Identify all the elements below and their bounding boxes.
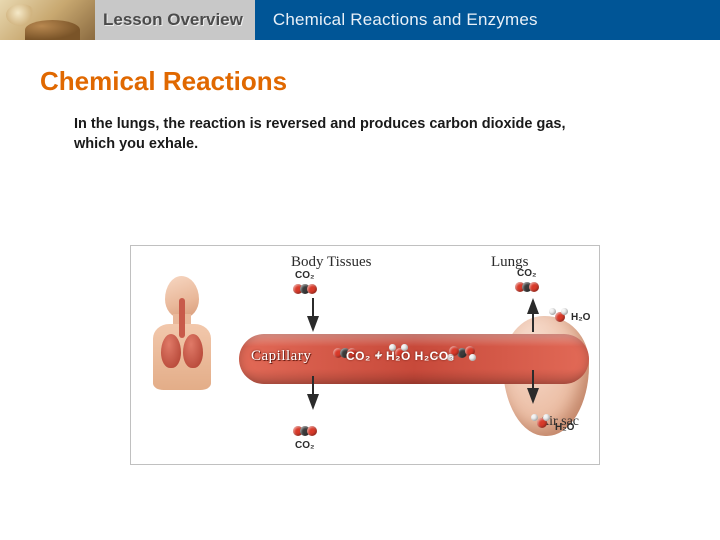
anatomy-trachea	[179, 298, 185, 338]
molecule-co2-tissue-bottom	[293, 422, 317, 440]
section-title: Chemical Reactions	[40, 66, 680, 97]
molecule-co2-tissue-top	[293, 280, 317, 298]
lesson-overview-label: Lesson Overview	[95, 0, 255, 40]
arrow-up-icon	[527, 298, 539, 314]
section-body: In the lungs, the reaction is reversed a…	[40, 115, 600, 154]
figure-heading-tissues: Body Tissues	[291, 254, 371, 271]
label-h2o-lungs: H₂O	[571, 312, 590, 323]
molecule-h2o-lungs	[549, 308, 573, 326]
anatomy-lung-left	[161, 334, 181, 368]
label-h2o-airsac: H₂O	[555, 422, 574, 433]
slide-header: Lesson Overview Chemical Reactions and E…	[0, 0, 720, 40]
anatomy-lung-right	[183, 334, 203, 368]
molecule-co2-lungs-top	[515, 278, 539, 296]
unit-title: Chemical Reactions and Enzymes	[273, 10, 538, 30]
label-co2-bottom: CO₂	[295, 440, 314, 451]
molecule-h2o-airsac	[531, 414, 555, 432]
equation-text: CO₂ + H₂O H₂CO₃	[346, 349, 455, 363]
arrow-up-icon	[307, 394, 319, 410]
anatomy-illustration	[143, 276, 223, 396]
unit-title-bar: Chemical Reactions and Enzymes	[255, 0, 720, 40]
reaction-figure: Body Tissues Lungs Air sac Capillary + →…	[130, 245, 600, 465]
arrow-down-icon	[527, 388, 539, 404]
slide-content: Chemical Reactions In the lungs, the rea…	[0, 40, 720, 154]
arrow-down-icon	[307, 316, 319, 332]
capillary-label: Capillary	[251, 348, 311, 365]
header-thumbnail	[0, 0, 95, 40]
